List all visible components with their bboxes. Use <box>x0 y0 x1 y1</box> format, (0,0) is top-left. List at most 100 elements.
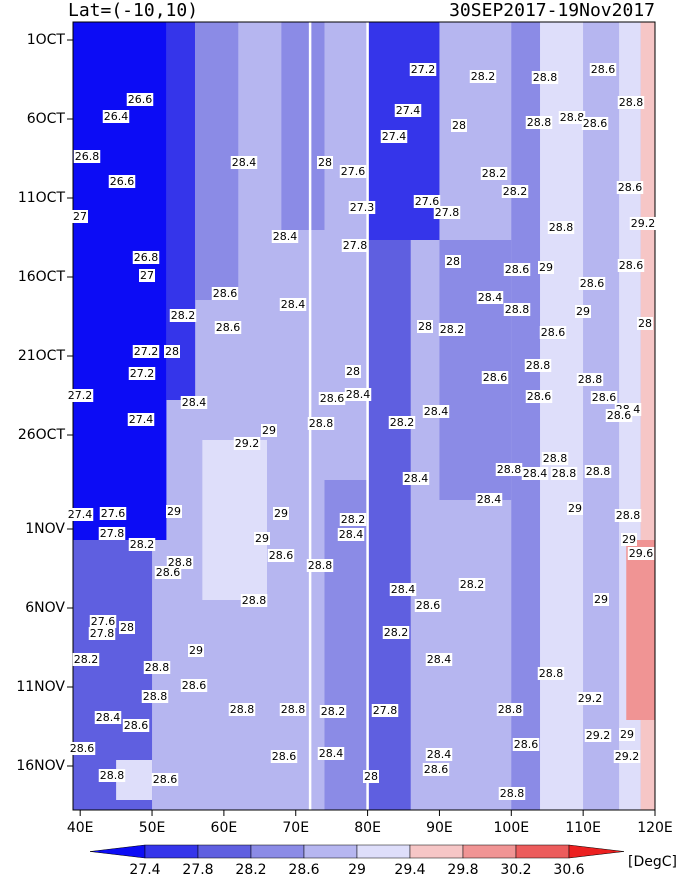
contour-label: 28.4 <box>182 396 207 409</box>
y-tick-label: 16NOV <box>16 758 65 774</box>
contour-label: 28.6 <box>618 181 643 194</box>
contour-label: 27.4 <box>382 130 407 143</box>
contour-label: 28.8 <box>543 452 568 465</box>
contour-label-bg <box>72 210 88 223</box>
contour-label-bg <box>481 371 509 384</box>
contour-label: 28.6 <box>124 719 149 732</box>
contour-label: 27 <box>73 210 87 223</box>
contour-label-bg <box>273 507 289 520</box>
contour-label-bg <box>169 309 197 322</box>
contour-label-bg <box>154 566 182 579</box>
contour-label: 29 <box>189 644 203 657</box>
plot-frame <box>72 21 656 811</box>
contour-label: 28.6 <box>592 391 617 404</box>
contour-label-bg <box>495 463 523 476</box>
contour-label: 28.6 <box>591 63 616 76</box>
contour-label: 28.2 <box>321 705 346 718</box>
contour-label-bg <box>382 626 410 639</box>
contour-label: 28.4 <box>477 493 502 506</box>
unit-label: [DegC] <box>628 854 677 870</box>
contour-label-bg <box>108 175 136 188</box>
contour-label: 26.8 <box>75 150 100 163</box>
contour-label-bg <box>575 305 591 318</box>
contour-label-bg <box>341 239 369 252</box>
contour-label-bg <box>306 559 334 572</box>
contour-label-bg <box>119 621 135 634</box>
colorbar-segment <box>250 844 305 859</box>
contour-label: 28.8 <box>527 116 552 129</box>
colorbar-segment <box>144 844 199 859</box>
x-tick-label: 120E <box>637 820 673 836</box>
contour-label: 28.6 <box>483 371 508 384</box>
contour-label: 28.4 <box>391 583 416 596</box>
contour-label: 28.8 <box>619 96 644 109</box>
contour-label-bg <box>425 653 453 666</box>
contour-label-bg <box>621 533 637 546</box>
contour-label-bg <box>73 150 101 163</box>
contour-label: 28.8 <box>242 594 267 607</box>
field-patch <box>281 22 325 230</box>
contour-label: 28.2 <box>482 167 507 180</box>
contour-label: 27.6 <box>101 507 126 520</box>
contour-label: 28.8 <box>168 556 193 569</box>
contour-label-bg <box>389 583 417 596</box>
contour-label: 27 <box>140 269 154 282</box>
contour-label-bg <box>409 63 437 76</box>
contour-label: 28.6 <box>541 326 566 339</box>
contour-label-bg <box>271 230 299 243</box>
contour-label-bg <box>371 704 399 717</box>
colorbar-segment <box>356 844 411 859</box>
contour-label: 29 <box>539 261 553 274</box>
colorbar-label: 29 <box>348 862 366 878</box>
contour-label: 28.2 <box>130 538 155 551</box>
contour-label-bg <box>267 549 295 562</box>
contour-label-bg <box>537 667 565 680</box>
contour-label: 28.2 <box>341 513 366 526</box>
contour-label-bg <box>521 467 549 480</box>
contour-label: 28.8 <box>498 703 523 716</box>
contour-label-bg <box>402 472 430 485</box>
contour-label-bg <box>230 156 258 169</box>
contour-label: 27.4 <box>396 104 421 117</box>
contour-label-bg <box>94 711 122 724</box>
contour-label-bg <box>180 679 208 692</box>
contour-label-bg <box>68 742 96 755</box>
contour-label-bg <box>413 195 441 208</box>
contour-label-bg <box>233 437 261 450</box>
contour-label-bg <box>261 424 277 437</box>
contour-label: 26.4 <box>104 110 129 123</box>
x-tick-label: 90E <box>426 820 453 836</box>
contour-label-bg <box>503 303 531 316</box>
colorbar-label: 27.4 <box>129 862 160 878</box>
field-patch <box>626 540 655 720</box>
contour-label-bg <box>525 390 553 403</box>
contour-label-bg <box>614 509 642 522</box>
contour-label-bg <box>141 690 169 703</box>
contour-label: 29 <box>255 532 269 545</box>
colorbar-label: 28.2 <box>235 862 266 878</box>
contour-label-bg <box>132 345 160 358</box>
contour-label-bg <box>270 750 298 763</box>
title-right: 30SEP2017-19Nov2017 <box>449 0 655 21</box>
contour-label: 29.2 <box>631 217 656 230</box>
contour-label-bg <box>318 392 346 405</box>
contour-label-bg <box>388 416 416 429</box>
contour-label: 29.2 <box>586 729 611 742</box>
contour-label-bg <box>66 508 94 521</box>
contour-label: 28.2 <box>74 653 99 666</box>
contour-label-bg <box>512 738 540 751</box>
contour-label-bg <box>126 93 154 106</box>
contour-label: 29 <box>274 507 288 520</box>
contour-label-bg <box>469 70 497 83</box>
contour-label: 28.8 <box>230 703 255 716</box>
contour-label: 27.2 <box>134 345 159 358</box>
contour-label-bg <box>319 705 347 718</box>
x-tick-label: 70E <box>282 820 309 836</box>
colorbar-label: 30.6 <box>553 862 584 878</box>
contour-label: 28.2 <box>384 626 409 639</box>
contour-label-bg <box>590 391 618 404</box>
title-left: Lat=(-10,10) <box>68 0 198 21</box>
contour-label: 28.6 <box>272 750 297 763</box>
contour-label: 28.6 <box>514 738 539 751</box>
contour-label: 28.2 <box>440 323 465 336</box>
